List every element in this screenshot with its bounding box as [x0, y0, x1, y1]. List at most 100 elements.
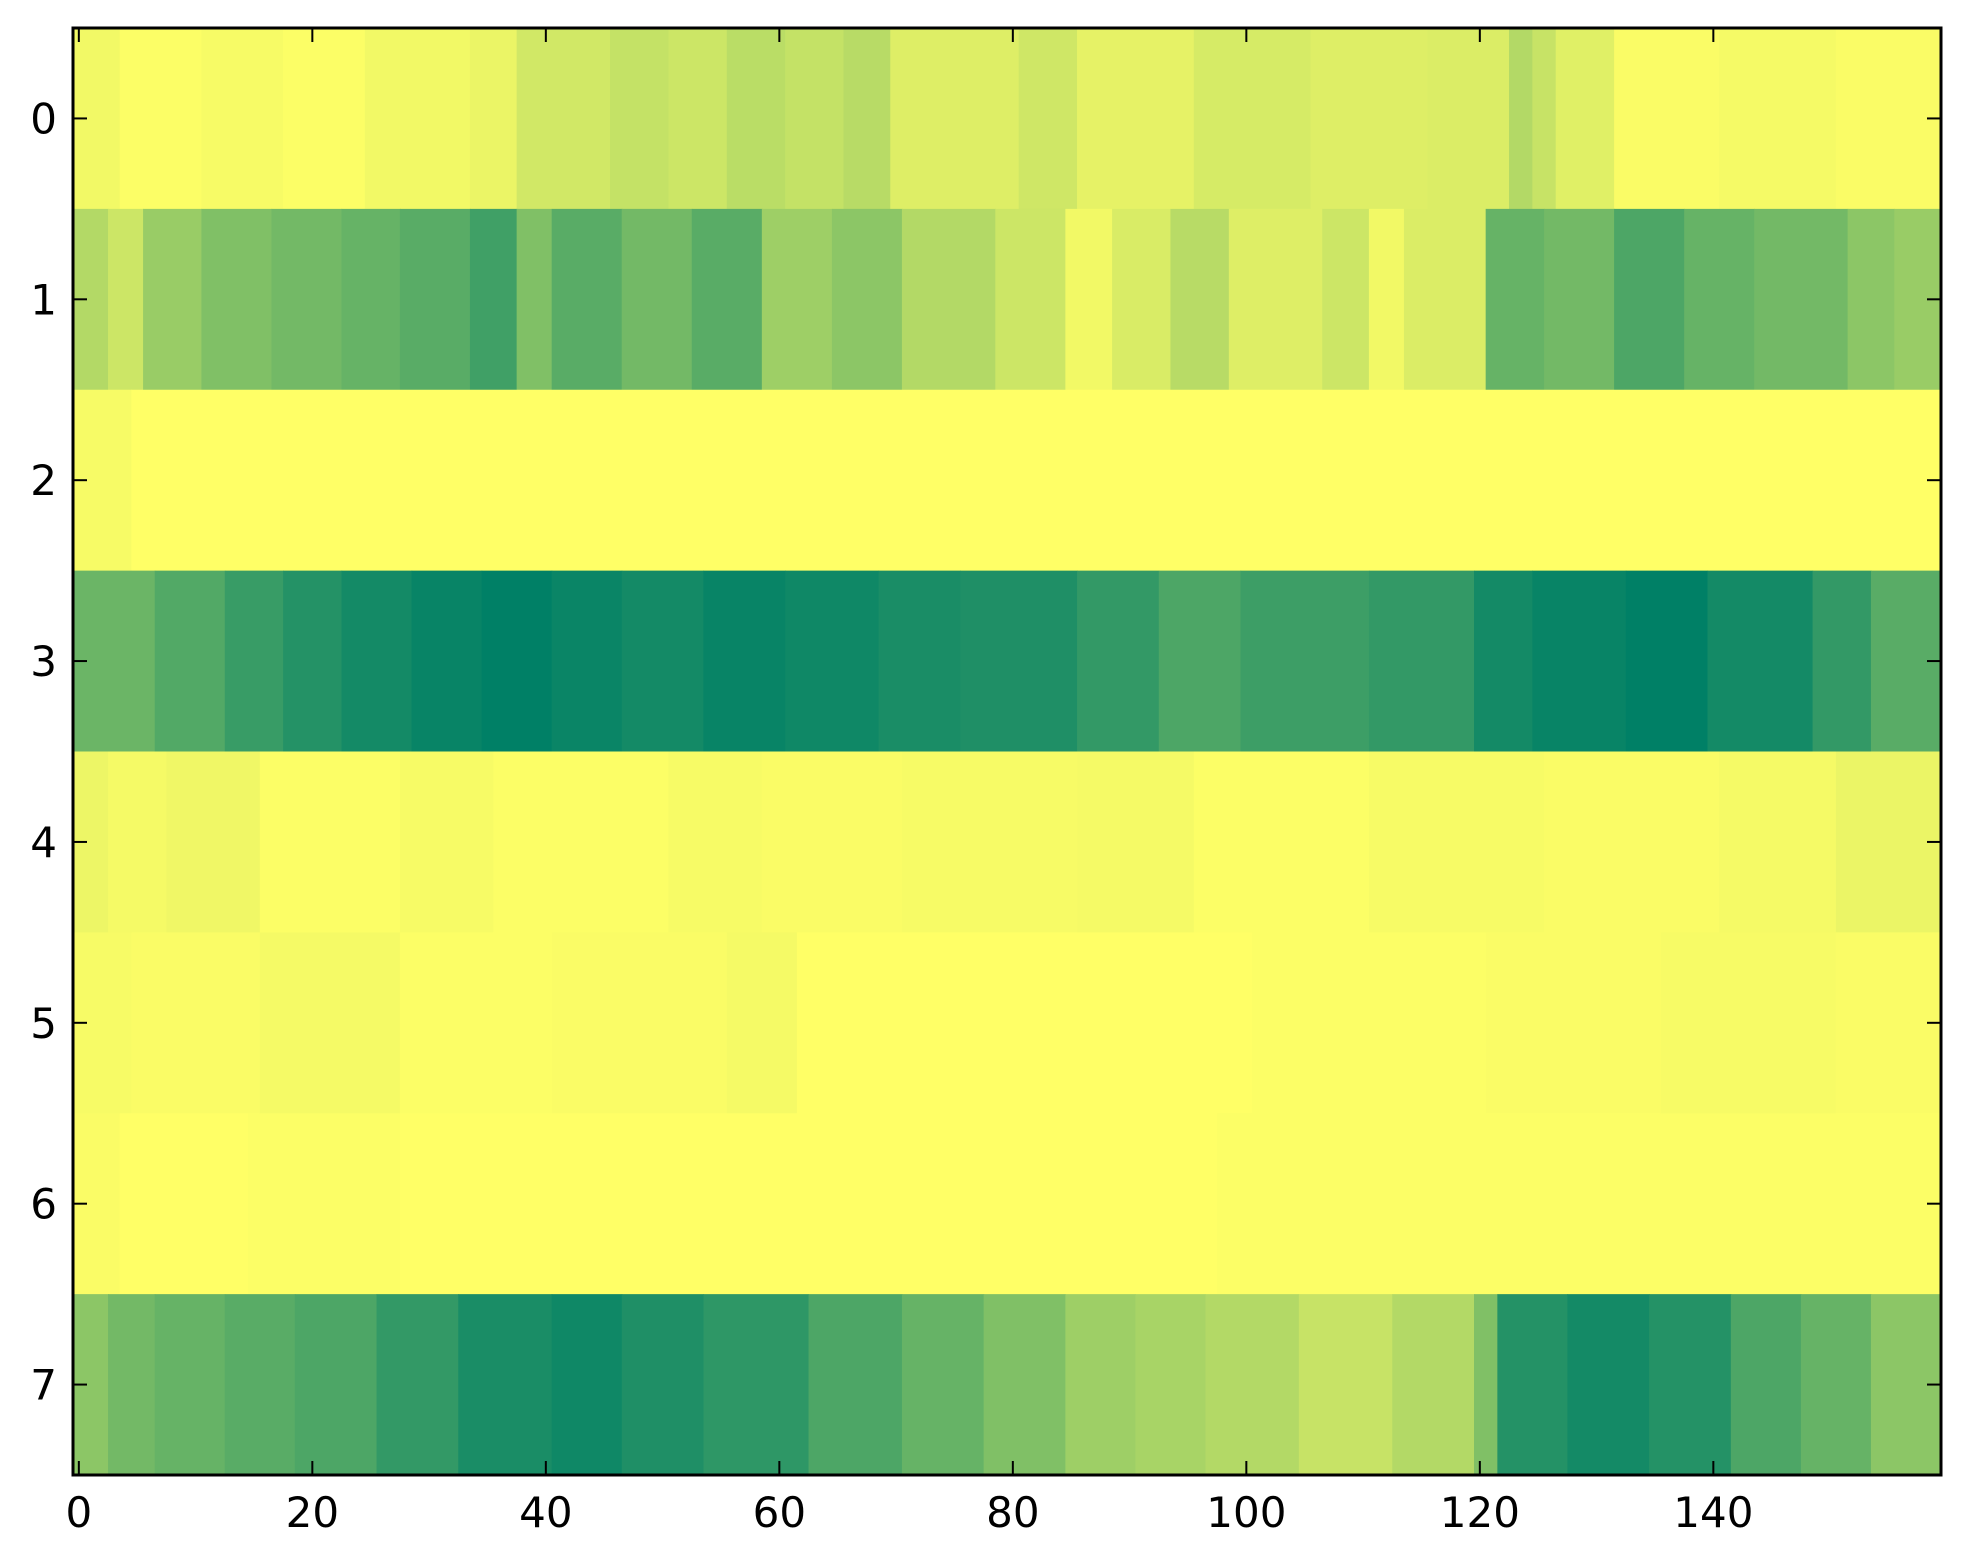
heatmap-cell-row-7-seg-6: [458, 1294, 553, 1476]
heatmap-cell-row-0-seg-17: [1427, 28, 1510, 210]
heatmap-cell-row-7-seg-4: [294, 1294, 378, 1476]
heatmap-cell-row-3-seg-15: [1240, 570, 1370, 753]
heatmap-cell-row-1-seg-4: [271, 208, 343, 391]
heatmap-cell-row-7-seg-19: [1497, 1294, 1568, 1476]
heatmap-cell-row-3-seg-6: [481, 570, 553, 753]
heatmap-cell-row-6-seg-4: [1217, 1113, 1942, 1295]
heatmap-cell-row-3-seg-13: [1077, 570, 1160, 753]
heatmap-cell-row-3-seg-10: [785, 570, 880, 753]
heatmap-cell-row-4-seg-5: [493, 751, 670, 933]
heatmap-cell-row-4-seg-13: [1719, 751, 1837, 933]
heatmap-cell-row-3-seg-12: [960, 570, 1078, 753]
heatmap-cell-row-1-seg-11: [691, 208, 763, 391]
heatmap-cell-row-1-seg-5: [341, 208, 401, 391]
heatmap-cell-row-5-seg-7: [1252, 932, 1487, 1114]
heatmap-cell-row-6-seg-3: [399, 1113, 1218, 1295]
heatmap-cell-row-3-seg-11: [878, 570, 961, 753]
x-tick-label: 40: [519, 1488, 572, 1537]
heatmap-cell-row-0-seg-1: [119, 28, 203, 210]
heatmap-cell-row-0-seg-9: [726, 28, 786, 210]
x-tick-label: 20: [286, 1488, 339, 1537]
heatmap-cell-row-4-seg-7: [761, 751, 903, 933]
heatmap-cell-row-0-seg-23: [1835, 28, 1942, 210]
heatmap-cell-row-0-seg-13: [1018, 28, 1078, 210]
x-tick-label: 120: [1440, 1488, 1520, 1537]
heatmap-cell-row-3-seg-9: [703, 570, 786, 753]
heatmap-cell-row-1-seg-3: [201, 208, 273, 391]
heatmap-cell-row-0-seg-3: [283, 28, 366, 210]
heatmap-cell-row-3-seg-7: [551, 570, 623, 753]
heatmap-cell-row-0-seg-8: [668, 28, 728, 210]
heatmap-cells: [73, 28, 1942, 1476]
heatmap-cell-row-5-seg-4: [551, 932, 728, 1114]
heatmap-cell-row-3-seg-17: [1474, 570, 1533, 753]
heatmap-cell-row-4-seg-4: [399, 751, 494, 933]
heatmap-cell-row-1-seg-6: [399, 208, 471, 391]
heatmap-cell-row-0-seg-10: [785, 28, 845, 210]
heatmap-cell-row-0-seg-11: [843, 28, 891, 210]
heatmap-cell-row-7-seg-9: [703, 1294, 810, 1476]
heatmap-cell-row-0-seg-7: [610, 28, 670, 210]
heatmap-cell-row-3-seg-20: [1707, 570, 1814, 753]
heatmap-cell-row-0-seg-21: [1614, 28, 1720, 210]
heatmap-cell-row-1-seg-12: [761, 208, 833, 391]
heatmap-cell-row-7-seg-21: [1649, 1294, 1732, 1476]
heatmap-cell-row-3-seg-5: [411, 570, 483, 753]
axis-ticks: [73, 28, 1941, 1475]
heatmap-cell-row-0-seg-2: [201, 28, 284, 210]
heatmap-cell-row-2-seg-1: [131, 389, 1942, 572]
heatmap-cell-row-7-seg-5: [376, 1294, 459, 1476]
heatmap-cell-row-4-seg-2: [166, 751, 261, 933]
heatmap-cell-row-6-seg-2: [248, 1113, 401, 1295]
x-tick-label: 80: [986, 1488, 1039, 1537]
heatmap-cell-row-4-seg-10: [1193, 751, 1370, 933]
heatmap-cell-row-1-seg-15: [995, 208, 1066, 391]
heatmap-cell-row-5-seg-8: [1485, 932, 1662, 1114]
heatmap-cell-row-1-seg-1: [108, 208, 144, 391]
heatmap-cell-row-1-seg-17: [1112, 208, 1172, 391]
heatmap-cell-row-1-seg-20: [1322, 208, 1370, 391]
heatmap-cell-row-0-seg-20: [1555, 28, 1615, 210]
heatmap-cell-row-1-seg-2: [143, 208, 203, 391]
y-tick-label: 5: [30, 999, 57, 1048]
heatmap-cell-row-0-seg-15: [1193, 28, 1312, 210]
y-axis-tick-labels: 0 1 2 3 4 5 6 7: [30, 94, 57, 1409]
heatmap-cell-row-4-seg-11: [1368, 751, 1545, 933]
heatmap-cell-row-1-seg-18: [1170, 208, 1230, 391]
heatmap-cell-row-3-seg-8: [621, 570, 705, 753]
heatmap-cell-row-7-seg-20: [1567, 1294, 1650, 1476]
heatmap-cell-row-7-seg-2: [154, 1294, 226, 1476]
heatmap-cell-row-1-seg-7: [469, 208, 518, 391]
heatmap-cell-row-0-seg-19: [1532, 28, 1557, 210]
heatmap-cell-row-7-seg-13: [1065, 1294, 1137, 1476]
heatmap-cell-row-0-seg-5: [469, 28, 518, 210]
heatmap-cell-row-7-seg-22: [1730, 1294, 1802, 1476]
x-tick-label: 60: [753, 1488, 806, 1537]
heatmap-cell-row-7-seg-17: [1392, 1294, 1475, 1476]
heatmap-cell-row-7-seg-10: [808, 1294, 903, 1476]
heatmap-cell-row-4-seg-1: [108, 751, 168, 933]
heatmap-cell-row-4-seg-6: [668, 751, 763, 933]
heatmap-cell-row-1-seg-8: [516, 208, 553, 391]
y-tick-label: 4: [30, 818, 57, 867]
heatmap-cell-row-3-seg-14: [1158, 570, 1242, 753]
heatmap-cell-row-1-seg-23: [1485, 208, 1545, 391]
x-tick-label: 100: [1206, 1488, 1286, 1537]
heatmap-cell-row-0-seg-22: [1719, 28, 1837, 210]
y-tick-label: 1: [30, 275, 57, 324]
plot-frame: [71, 26, 1943, 1477]
heatmap-cell-row-1-seg-14: [901, 208, 996, 391]
heatmap-cell-row-7-seg-3: [224, 1294, 296, 1476]
heatmap-cell-row-0-seg-4: [364, 28, 471, 210]
y-tick-label: 0: [30, 94, 57, 143]
heatmap-cell-row-0-seg-16: [1310, 28, 1428, 210]
x-axis-tick-labels: 0 20 40 60 80 100 120 140: [65, 1488, 1753, 1537]
x-tick-label: 0: [65, 1488, 92, 1537]
y-tick-label: 2: [30, 456, 57, 505]
y-tick-label: 6: [30, 1180, 57, 1229]
heatmap-cell-row-7-seg-16: [1298, 1294, 1393, 1476]
heatmap-cell-row-3-seg-18: [1532, 570, 1627, 753]
heatmap-cell-row-1-seg-10: [621, 208, 693, 391]
heatmap-cell-row-7-seg-7: [551, 1294, 623, 1476]
